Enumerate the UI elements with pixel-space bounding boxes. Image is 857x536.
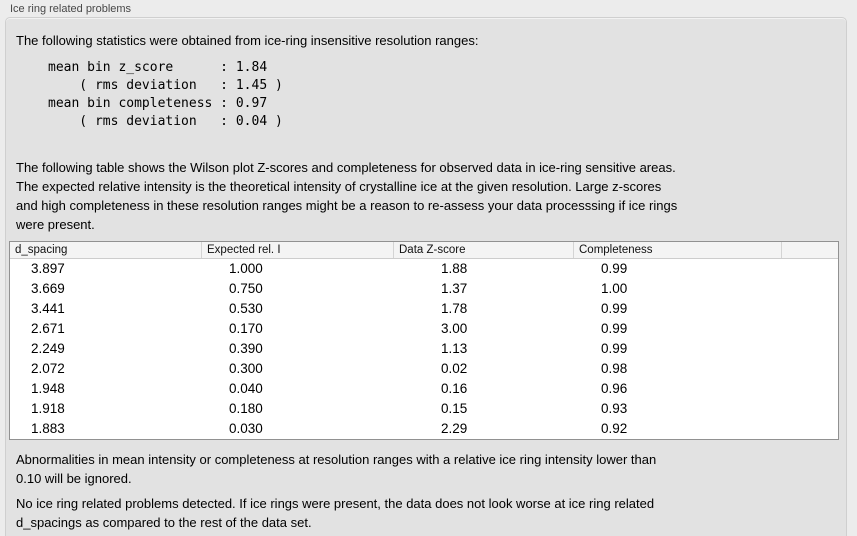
- table-cell: 1.000: [229, 261, 263, 276]
- table-cell: 1.00: [601, 281, 628, 296]
- column-header-completeness[interactable]: Completeness: [573, 242, 781, 258]
- table-cell: 1.78: [441, 301, 468, 316]
- ignore-note-text: Abnormalities in mean intensity or compl…: [16, 452, 657, 486]
- table-cell: [781, 379, 838, 399]
- table-cell: 0.92: [601, 421, 628, 436]
- column-header-blank: [781, 242, 838, 258]
- table-cell: 3.00: [441, 321, 468, 336]
- table-cell: [781, 419, 838, 439]
- ice-ring-table-body: 3.897 1.000 1.88 0.99 3.669 0.750 1.37 1.00 3.44…: [10, 259, 838, 439]
- table-cell: 1.918: [31, 401, 65, 416]
- table-cell: 0.15: [441, 401, 468, 416]
- table-row[interactable]: 1.883 0.030 2.29 0.92: [10, 419, 838, 439]
- table-cell: 0.99: [601, 261, 628, 276]
- table-cell: 2.29: [441, 421, 468, 436]
- intro-text: The following statistics were obtained f…: [16, 33, 479, 48]
- table-row[interactable]: 2.671 0.170 3.00 0.99: [10, 319, 838, 339]
- table-cell: 0.99: [601, 321, 628, 336]
- table-cell: 0.99: [601, 301, 628, 316]
- table-cell: 0.040: [229, 381, 263, 396]
- table-cell: 0.98: [601, 361, 628, 376]
- table-cell: [781, 359, 838, 379]
- table-cell: 3.441: [31, 301, 65, 316]
- table-cell: 0.030: [229, 421, 263, 436]
- table-cell: 0.02: [441, 361, 468, 376]
- description-text: The following table shows the Wilson plo…: [16, 160, 678, 232]
- stats-block: mean bin z_score : 1.84 ( rms deviation …: [48, 60, 283, 129]
- table-cell: [781, 279, 838, 299]
- ice-ring-table: d_spacing Expected rel. I Data Z-score C…: [9, 241, 839, 440]
- table-cell: 3.897: [31, 261, 65, 276]
- table-cell: 1.13: [441, 341, 468, 356]
- table-cell: 0.750: [229, 281, 263, 296]
- column-header-data-z-score[interactable]: Data Z-score: [393, 242, 573, 258]
- conclusion-text: No ice ring related problems detected. I…: [16, 496, 655, 530]
- table-cell: 1.88: [441, 261, 468, 276]
- table-cell: [781, 319, 838, 339]
- table-row[interactable]: 2.249 0.390 1.13 0.99: [10, 339, 838, 359]
- table-row[interactable]: 1.948 0.040 0.16 0.96: [10, 379, 838, 399]
- table-cell: 2.671: [31, 321, 65, 336]
- table-cell: 0.530: [229, 301, 263, 316]
- table-header-row: d_spacing Expected rel. I Data Z-score C…: [10, 242, 838, 259]
- table-cell: 0.16: [441, 381, 468, 396]
- column-header-d-spacing[interactable]: d_spacing: [15, 244, 68, 256]
- table-row[interactable]: 2.072 0.300 0.02 0.98: [10, 359, 838, 379]
- table-cell: 1.948: [31, 381, 65, 396]
- table-cell: [781, 339, 838, 359]
- table-cell: 0.96: [601, 381, 628, 396]
- table-cell: 1.883: [31, 421, 65, 436]
- panel-title: Ice ring related problems: [10, 3, 132, 15]
- table-cell: 1.37: [441, 281, 468, 296]
- table-row[interactable]: 1.918 0.180 0.15 0.93: [10, 399, 838, 419]
- table-cell: 2.072: [31, 361, 65, 376]
- table-cell: 0.390: [229, 341, 263, 356]
- group-box: The following statistics were obtained f…: [5, 17, 847, 536]
- table-cell: 0.170: [229, 321, 263, 336]
- column-header-expected-rel-i[interactable]: Expected rel. I: [201, 242, 393, 258]
- table-cell: 0.180: [229, 401, 263, 416]
- table-row[interactable]: 3.441 0.530 1.78 0.99: [10, 299, 838, 319]
- table-row[interactable]: 3.897 1.000 1.88 0.99: [10, 259, 838, 279]
- table-cell: 0.93: [601, 401, 628, 416]
- table-cell: 0.300: [229, 361, 263, 376]
- table-cell: [781, 399, 838, 419]
- table-cell: [781, 299, 838, 319]
- table-cell: 0.99: [601, 341, 628, 356]
- table-row[interactable]: 3.669 0.750 1.37 1.00: [10, 279, 838, 299]
- table-cell: [781, 259, 838, 279]
- table-cell: 3.669: [31, 281, 65, 296]
- table-cell: 2.249: [31, 341, 65, 356]
